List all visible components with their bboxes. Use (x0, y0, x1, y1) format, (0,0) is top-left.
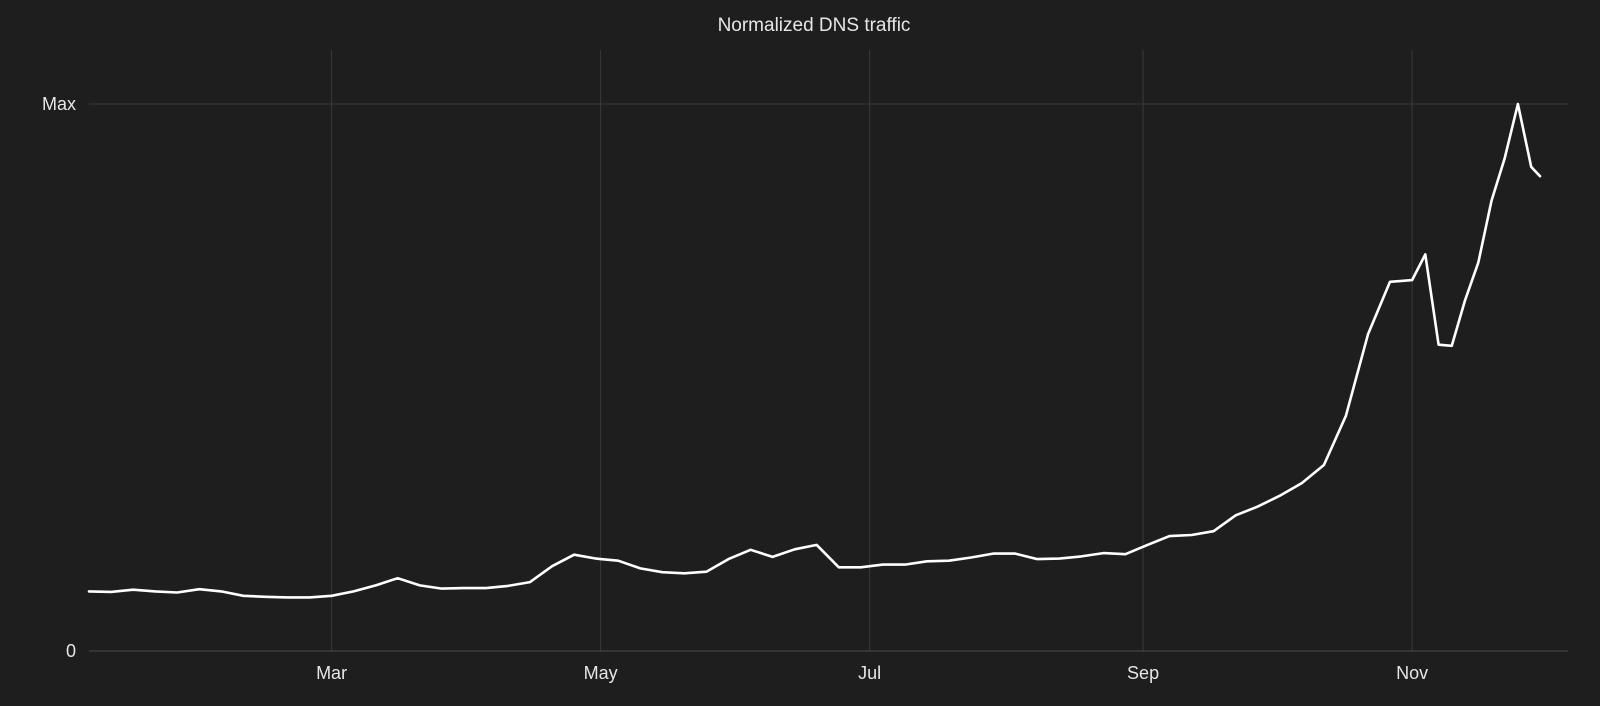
x-tick-label-jul: Jul (858, 663, 881, 683)
series-line-0 (87, 102, 1542, 599)
axis-layer: Mar May Jul Sep Nov 0 Max (42, 94, 1428, 683)
x-tick-label-mar: Mar (316, 663, 347, 683)
x-tick-label-may: May (584, 663, 618, 683)
line-layer (87, 102, 1542, 599)
grid-layer (89, 50, 1568, 652)
x-tick-label-sep: Sep (1127, 663, 1159, 683)
y-tick-label-0: 0 (66, 641, 76, 661)
chart-title: Normalized DNS traffic (718, 15, 911, 36)
y-tick-label-max: Max (42, 94, 76, 114)
x-tick-label-nov: Nov (1396, 663, 1428, 683)
